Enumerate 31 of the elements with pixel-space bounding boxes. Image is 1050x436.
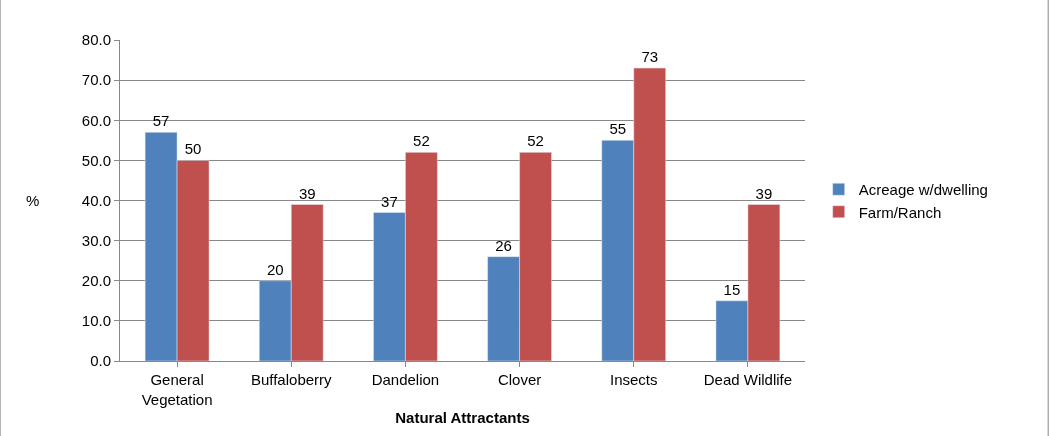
- y-tick-label: 0.0: [90, 352, 111, 370]
- y-tick-label: 10.0: [81, 312, 111, 330]
- x-tick-label: Clover: [497, 371, 542, 388]
- data-label: 39: [755, 184, 773, 202]
- data-label: 39: [298, 184, 316, 202]
- x-tick-label: Insects: [609, 371, 658, 388]
- x-axis-title: Natural Attractants: [395, 408, 530, 426]
- y-axis-title: %: [26, 192, 40, 209]
- data-label: 37: [381, 192, 398, 210]
- y-tick-label: 30.0: [81, 231, 111, 249]
- x-tick-label: Dead Wildlife: [703, 371, 793, 388]
- x-tick-label: Dandelion: [371, 371, 440, 388]
- legend-label: Farm/Ranch: [858, 203, 942, 221]
- y-tick-label: 50.0: [81, 151, 111, 169]
- y-tick-label: 20.0: [81, 272, 111, 289]
- x-tick-label: Buffaloberry: [250, 371, 333, 388]
- data-label: 55: [609, 120, 627, 138]
- data-label: 50: [184, 140, 202, 158]
- y-tick-label: 80.0: [81, 31, 111, 49]
- data-label: 15: [723, 280, 741, 298]
- data-label: 26: [495, 236, 512, 254]
- y-tick-label: 70.0: [81, 71, 111, 89]
- legend-label: Acreage w/dwelling: [858, 181, 988, 199]
- data-label: 57: [152, 112, 170, 130]
- data-label: 52: [527, 132, 544, 150]
- data-label: 20: [266, 260, 284, 278]
- y-tick-label: 60.0: [81, 111, 111, 129]
- data-label: 52: [413, 132, 430, 150]
- x-tick-label: General Vegetation: [141, 371, 213, 408]
- y-tick-label: 40.0: [81, 191, 111, 209]
- data-label: 73: [641, 48, 659, 66]
